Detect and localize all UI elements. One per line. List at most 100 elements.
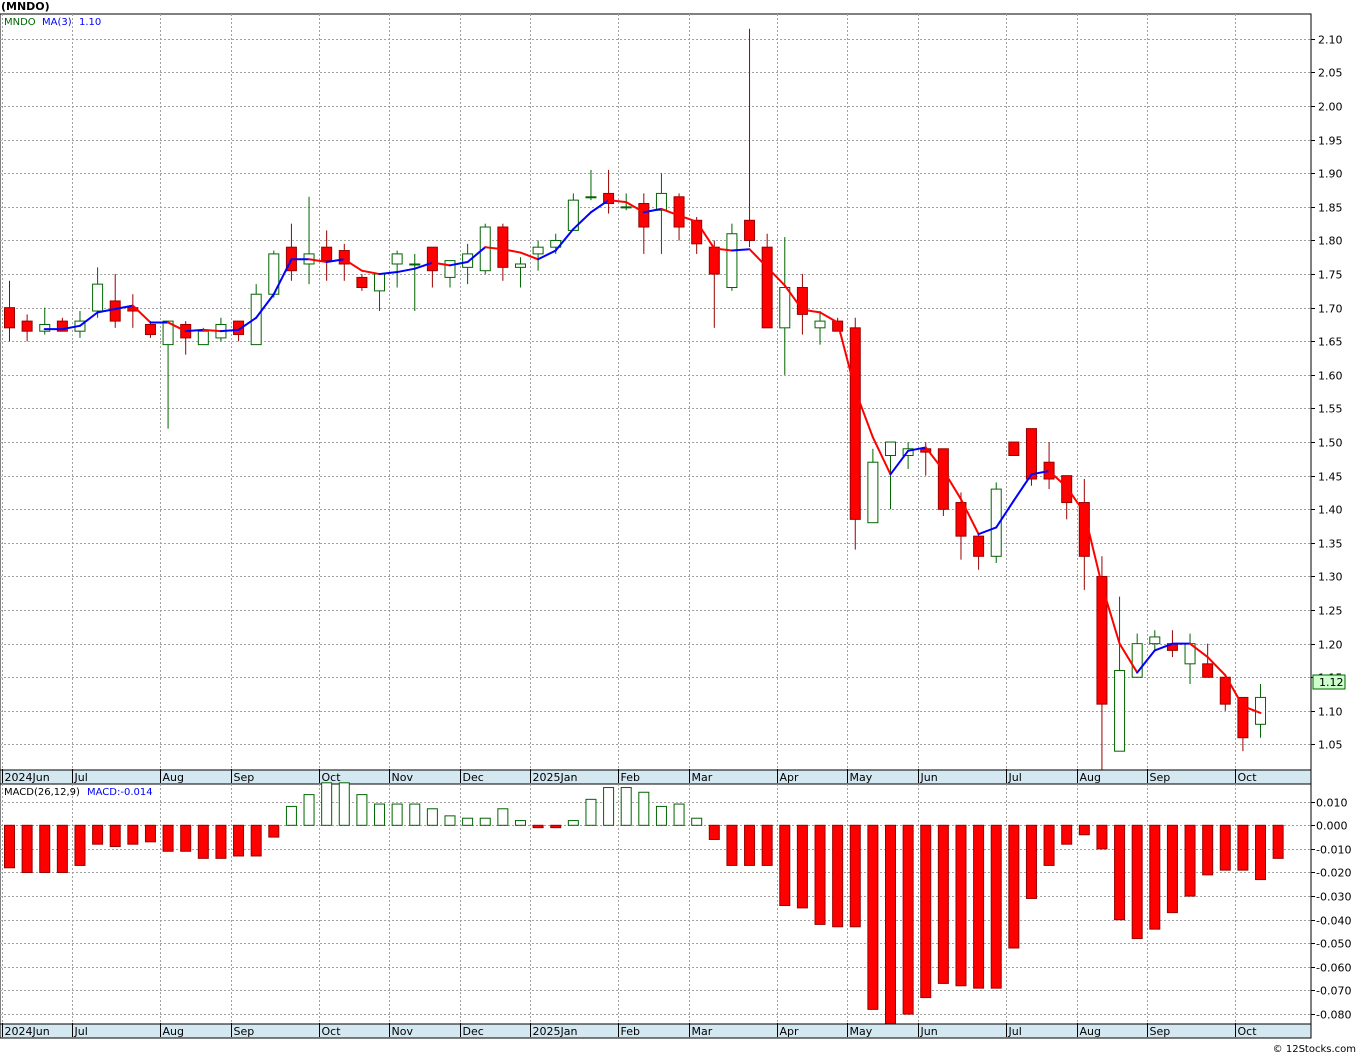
macd-bar-negative — [109, 824, 121, 848]
candle-body — [4, 307, 15, 329]
candle-body — [1149, 636, 1161, 645]
x-tick-label: Dec — [463, 771, 484, 784]
candle-body — [726, 233, 738, 289]
ma3-segment — [1206, 656, 1227, 677]
ma3-segment — [907, 446, 927, 452]
candle-down — [144, 321, 156, 338]
macd-bar-positive — [374, 803, 386, 826]
ma3-segment — [343, 258, 363, 272]
price-x-labels: 2024Jun Jul Aug Sep Oct Nov Dec 2025Jan Feb Mar Ap… — [2, 769, 1257, 784]
macd-bar-positive — [321, 782, 333, 826]
candle-up — [250, 284, 262, 346]
ma3-segment — [255, 293, 275, 319]
macd-bar-negative — [814, 824, 826, 925]
macd-bar-positive — [497, 808, 509, 826]
price-tick-label: 1.85 — [1318, 202, 1343, 215]
price-tick-label: 1.10 — [1318, 706, 1343, 719]
candle-body — [532, 246, 544, 255]
ma3-segment — [449, 260, 469, 267]
macd-bar-negative — [1096, 824, 1108, 850]
ma3-segment — [995, 499, 1015, 529]
candle-body — [321, 246, 333, 262]
candle-up — [391, 250, 403, 288]
macd-bar-negative — [796, 824, 808, 909]
candle-down — [356, 274, 368, 291]
ma3-segment — [61, 324, 81, 331]
macd-x-axis: 2024Jun Jul Aug Sep Oct Nov Dec 2025Jan Feb Mar Ap… — [0, 1023, 1312, 1039]
macd-bar-positive — [655, 805, 667, 826]
price-tick-label: 1.40 — [1318, 504, 1343, 517]
x-tick-label: Nov — [392, 771, 414, 784]
macd-bar-negative — [127, 824, 139, 845]
x-tick-label: Oct — [322, 1025, 342, 1038]
macd-bar-negative — [39, 824, 51, 873]
ma3-segment — [219, 328, 240, 333]
macd-bar-positive — [673, 803, 685, 826]
x-tick-label: Feb — [621, 771, 640, 784]
candle-up — [532, 240, 544, 271]
macd-bar-negative — [1043, 824, 1055, 866]
price-legend: MNDO MA(3) 1.10 — [4, 17, 101, 28]
candle-body — [162, 320, 174, 346]
candle-down — [638, 193, 650, 254]
candle-up — [885, 441, 896, 510]
ma3-segment — [184, 328, 205, 333]
candle-up — [585, 169, 597, 201]
price-tick-label: 1.35 — [1318, 538, 1343, 551]
copyright: © 12Stocks.com — [1273, 1044, 1356, 1055]
x-tick-label: Sep — [234, 1025, 255, 1038]
ma3-segment — [396, 267, 416, 274]
ma3-segment — [660, 207, 681, 217]
macd-bar-negative — [532, 824, 544, 829]
x-tick-label: Oct — [322, 771, 342, 784]
ma3-segment — [237, 316, 258, 331]
ma3-segment — [678, 214, 698, 223]
macd-bar-positive — [285, 805, 297, 826]
candle-body — [937, 448, 949, 510]
macd-bar-negative — [920, 824, 932, 999]
macd-bar-negative — [1255, 824, 1267, 881]
ma3-segment — [730, 248, 751, 252]
macd-bar-negative — [144, 824, 156, 843]
candle-up — [779, 237, 791, 375]
macd-bar-negative — [1184, 824, 1196, 897]
x-tick-label: Jul — [74, 1025, 88, 1038]
ma3-segment — [942, 469, 962, 501]
ma3-segment — [378, 271, 399, 276]
candle-down — [937, 448, 949, 516]
macd-bar-positive — [409, 803, 421, 826]
candle-body — [250, 293, 262, 346]
candle-down — [1025, 428, 1037, 486]
ma3-segment — [431, 261, 451, 267]
ma3-segment — [1083, 511, 1103, 587]
ma3-segment — [977, 526, 998, 536]
macd-bar-negative — [726, 824, 738, 866]
candle-down — [1061, 475, 1073, 520]
macd-bar-negative — [937, 824, 949, 984]
price-tick-label: 1.20 — [1318, 639, 1343, 652]
candle-up — [726, 223, 738, 291]
ma3-segment — [78, 311, 99, 327]
candle-up — [655, 173, 667, 254]
candle-up — [1131, 633, 1143, 678]
macd-bar-positive — [691, 817, 703, 826]
x-tick-label: Jul — [1008, 771, 1022, 784]
price-tick-label: 1.25 — [1318, 605, 1343, 618]
x-tick-label: Feb — [621, 1025, 640, 1038]
candle-down — [955, 492, 967, 560]
last-price-marker: 1.12 — [1312, 674, 1346, 690]
ma3-segment — [783, 284, 804, 311]
ma3-segment — [202, 328, 222, 333]
candle-body — [56, 320, 68, 332]
macd-bar-positive — [479, 817, 491, 826]
price-grid — [0, 14, 1311, 770]
macd-bar-positive — [462, 817, 474, 826]
macd-bar-negative — [1061, 824, 1073, 845]
macd-bar-positive — [567, 820, 579, 826]
candle-body — [990, 488, 1002, 557]
candle-down — [744, 28, 756, 248]
macd-bar-negative — [885, 824, 896, 1025]
candle-down — [673, 193, 685, 241]
price-tick-label: 1.95 — [1318, 135, 1343, 148]
candle-body — [514, 263, 526, 268]
